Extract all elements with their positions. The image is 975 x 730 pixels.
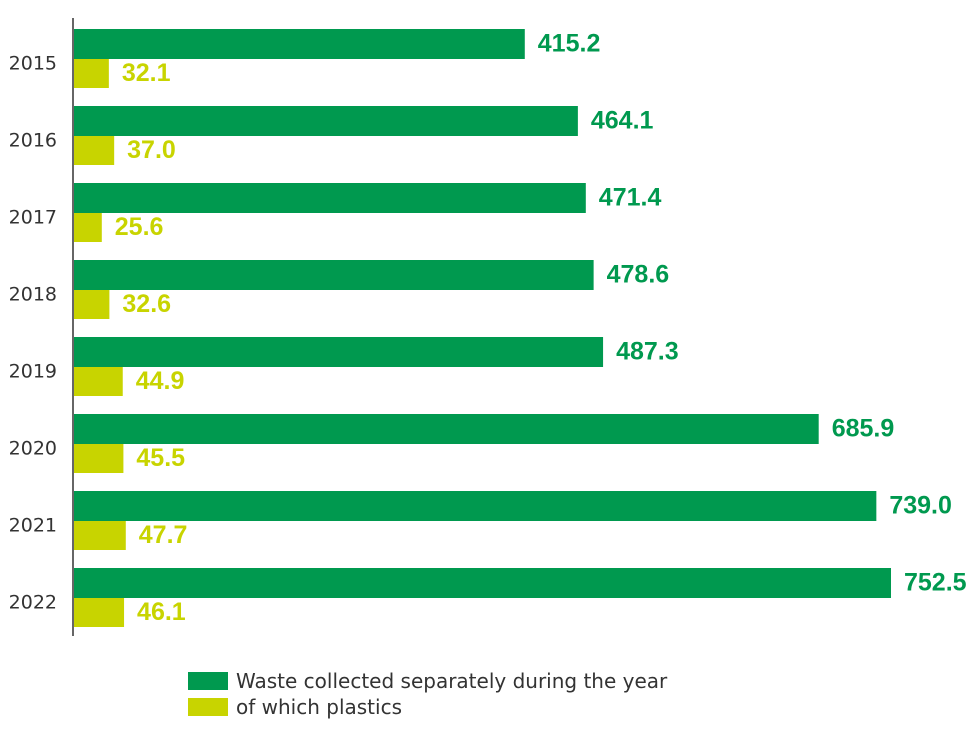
y-tick-label: 2018: [9, 284, 57, 306]
legend-item-plastics: of which plastics: [188, 694, 667, 720]
bar-waste: [74, 568, 891, 598]
data-label-plastics: 45.5: [136, 444, 185, 472]
bar-waste: [74, 183, 586, 213]
bar-plastics: [74, 367, 123, 396]
bar-plastics: [74, 444, 124, 473]
data-label-waste: 739.0: [889, 492, 952, 520]
y-tick-label: 2021: [9, 515, 57, 537]
data-label-waste: 478.6: [607, 261, 670, 289]
data-label-plastics: 37.0: [127, 136, 176, 164]
data-label-waste: 464.1: [591, 107, 654, 135]
bar-waste: [74, 106, 578, 136]
bar-waste: [74, 491, 877, 521]
data-label-plastics: 32.1: [122, 59, 171, 87]
data-label-waste: 487.3: [616, 338, 679, 366]
bar-waste: [74, 29, 525, 59]
data-label-waste: 471.4: [599, 184, 662, 212]
data-label-plastics: 32.6: [122, 290, 171, 318]
bar-waste: [74, 414, 819, 444]
bar-plastics: [74, 136, 115, 165]
data-label-plastics: 25.6: [115, 213, 164, 241]
y-tick-label: 2016: [9, 130, 57, 152]
data-label-waste: 415.2: [538, 30, 601, 58]
y-tick-label: 2019: [9, 361, 57, 383]
legend-swatch-plastics: [188, 698, 228, 716]
legend-item-waste: Waste collected separately during the ye…: [188, 668, 667, 694]
data-label-waste: 685.9: [832, 415, 895, 443]
bar-plastics: [74, 521, 126, 550]
data-label-plastics: 44.9: [136, 367, 185, 395]
bar-waste: [74, 260, 594, 290]
data-label-plastics: 46.1: [137, 598, 186, 626]
legend-label-plastics: of which plastics: [236, 695, 402, 719]
legend: Waste collected separately during the ye…: [188, 668, 667, 720]
legend-swatch-waste: [188, 672, 228, 690]
bar-plastics: [74, 59, 109, 88]
bar-plastics: [74, 290, 110, 319]
bar-waste: [74, 337, 604, 367]
y-tick-label: 2020: [9, 438, 57, 460]
y-tick-label: 2015: [9, 53, 57, 75]
bar-plastics: [74, 213, 102, 242]
y-tick-label: 2022: [9, 592, 57, 614]
bar-plastics: [74, 598, 125, 627]
legend-label-waste: Waste collected separately during the ye…: [236, 669, 668, 693]
data-label-waste: 752.5: [904, 569, 967, 597]
y-tick-label: 2017: [9, 207, 57, 229]
data-label-plastics: 47.7: [139, 521, 188, 549]
